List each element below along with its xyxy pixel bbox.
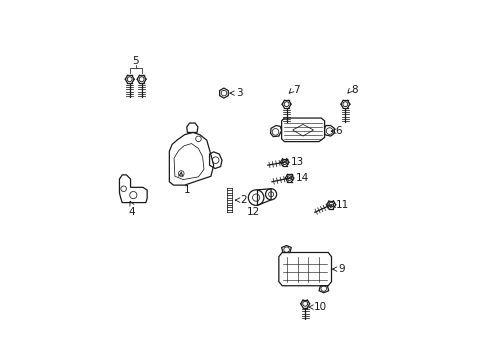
Text: 4: 4: [128, 207, 135, 217]
Text: 11: 11: [335, 201, 349, 210]
Text: 12: 12: [247, 207, 261, 217]
Text: 1: 1: [183, 185, 190, 195]
Text: 5: 5: [132, 56, 139, 66]
Text: 7: 7: [293, 85, 300, 95]
Text: 2: 2: [240, 195, 246, 205]
Text: 8: 8: [351, 85, 358, 95]
Text: 14: 14: [296, 173, 309, 183]
Text: 9: 9: [338, 264, 345, 274]
Text: 13: 13: [291, 157, 304, 167]
Text: 10: 10: [314, 302, 327, 312]
Text: 3: 3: [236, 88, 243, 98]
Text: 6: 6: [336, 126, 343, 136]
